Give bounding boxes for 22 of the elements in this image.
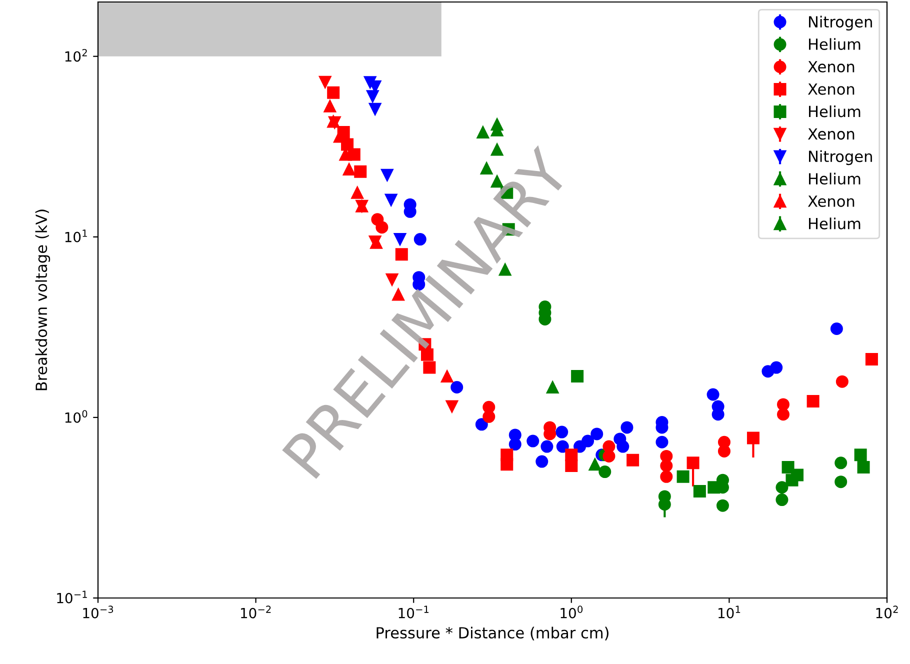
legend-label: Helium xyxy=(809,38,860,50)
y-tick-label: 10$^{0}$ xyxy=(65,410,88,423)
y-tick-label: 10$^{−1}$ xyxy=(57,590,87,604)
x-tick-label: 10$^{−2}$ xyxy=(241,606,271,618)
legend-label: Xenon xyxy=(808,196,854,207)
legend-label: Nitrogen xyxy=(809,16,872,31)
y-tick-label: 10$^{1}$ xyxy=(65,230,87,242)
x-axis-title: Pressure * Distance (mbar cm) xyxy=(376,626,608,640)
legend-label: Helium xyxy=(809,105,860,118)
legend-label: Xenon xyxy=(808,83,854,95)
legend-label: Helium xyxy=(809,172,860,185)
x-tick-label: 10$^{−3}$ xyxy=(83,606,114,618)
legend-label: Xenon xyxy=(808,128,854,140)
y-tick-label: 10$^{2}$ xyxy=(65,48,87,62)
legend-label: Nitrogen xyxy=(809,150,872,166)
x-tick-label: 10$^{−1}$ xyxy=(398,606,429,618)
legend-label: Xenon xyxy=(808,61,854,72)
legend-label: Helium xyxy=(809,218,860,230)
y-axis-title: Breakdown voltage (kV) xyxy=(35,210,50,390)
x-tick-label: 10$^{1}$ xyxy=(718,606,740,618)
x-tick-label: 10$^{2}$ xyxy=(876,606,898,618)
x-tick-label: 10$^{0}$ xyxy=(560,606,583,618)
